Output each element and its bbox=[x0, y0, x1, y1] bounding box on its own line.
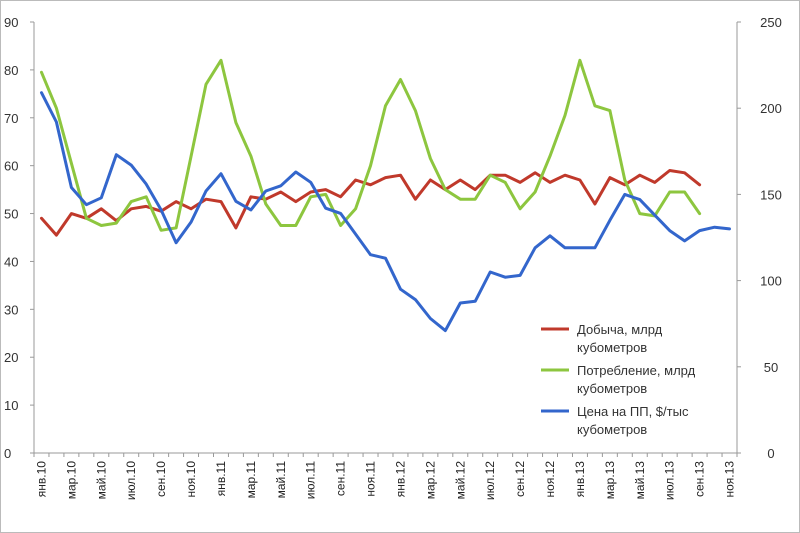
legend-production-label: Добыча, млрд кубометров bbox=[577, 322, 663, 355]
y-left-tick-label: 70 bbox=[4, 111, 18, 126]
x-tick-label: сен.12 bbox=[513, 461, 527, 497]
y-left-tick-label: 0 bbox=[4, 446, 11, 461]
x-tick-label: янв.12 bbox=[393, 461, 407, 498]
x-tick-label: ноя.10 bbox=[184, 461, 198, 498]
x-tick-label: сен.11 bbox=[334, 461, 348, 496]
y-right-tick-label: 150 bbox=[760, 187, 782, 202]
series-lines bbox=[40, 58, 731, 333]
legend-consumption-label: Потребление, млрд кубометров bbox=[577, 363, 696, 396]
y-left-tick-label: 30 bbox=[4, 302, 18, 317]
x-tick-label: сен.13 bbox=[693, 461, 707, 497]
x-tick-label: май.10 bbox=[94, 461, 108, 500]
x-tick-label: июл.13 bbox=[663, 461, 677, 500]
axes: 0 10 20 30 40 50 60 70 80 90 0 50 100 150 200 250 янв.10… bbox=[4, 15, 782, 500]
y-left-tick-label: 40 bbox=[4, 254, 18, 269]
x-tick-label: мар.12 bbox=[423, 461, 437, 500]
legend: Добыча, млрд кубометров Потребление, млрд к… bbox=[541, 322, 696, 437]
price-line bbox=[40, 91, 731, 333]
x-tick-label: янв.11 bbox=[214, 461, 228, 497]
y-left-tick-label: 50 bbox=[4, 207, 18, 222]
y-right-tick-label: 50 bbox=[764, 360, 778, 375]
y-right-tick-label: 0 bbox=[767, 446, 774, 461]
x-tick-label: мар.11 bbox=[244, 461, 258, 499]
x-tick-label: ноя.13 bbox=[723, 461, 737, 498]
x-tick-label: янв.13 bbox=[573, 461, 587, 498]
x-tick-label: сен.10 bbox=[154, 461, 168, 497]
x-tick-label: ноя.12 bbox=[543, 461, 557, 498]
y-right-tick-label: 200 bbox=[760, 101, 782, 116]
x-tick-label: июл.10 bbox=[124, 461, 138, 500]
x-tick-label: мар.10 bbox=[64, 461, 78, 500]
x-tick-label: ноя.11 bbox=[364, 461, 378, 497]
y-left-tick-label: 60 bbox=[4, 159, 18, 174]
x-tick-label: июл.11 bbox=[304, 461, 318, 500]
y-left-tick-label: 90 bbox=[4, 15, 18, 30]
x-tick-label: янв.10 bbox=[34, 461, 48, 498]
x-tick-label: июл.12 bbox=[483, 461, 497, 500]
y-left-tick-label: 20 bbox=[4, 350, 18, 365]
x-tick-label: мар.13 bbox=[603, 461, 617, 500]
y-left-tick-label: 10 bbox=[4, 398, 18, 413]
x-tick-label: май.12 bbox=[453, 461, 467, 500]
x-tick-label: май.11 bbox=[274, 461, 288, 499]
x-tick-label: май.13 bbox=[633, 461, 647, 500]
y-right-tick-label: 100 bbox=[760, 274, 782, 289]
y-left-tick-label: 80 bbox=[4, 63, 18, 78]
y-right-tick-label: 250 bbox=[760, 15, 782, 30]
legend-price-label: Цена на ПП, $/тыс кубометров bbox=[577, 404, 689, 437]
consumption-line bbox=[40, 58, 702, 232]
